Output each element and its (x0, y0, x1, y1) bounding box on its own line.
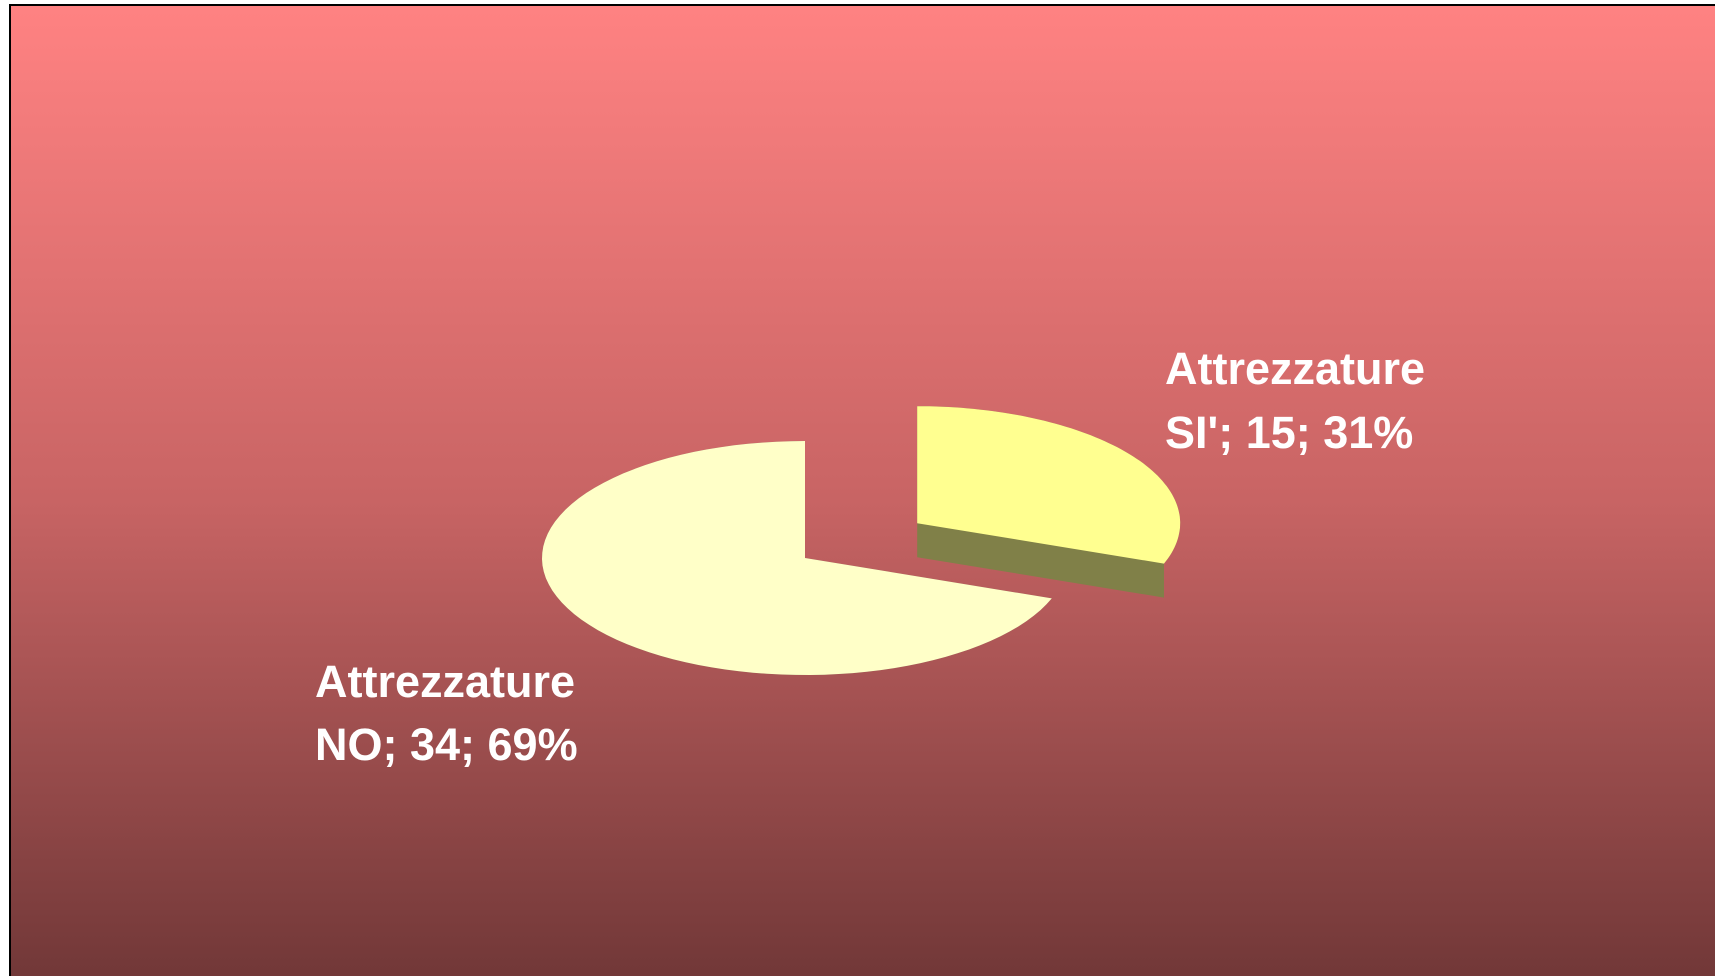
data-label: NO; 34; 69% (315, 719, 578, 770)
data-label: SI'; 15; 31% (1165, 407, 1413, 458)
slice-top (542, 441, 1052, 675)
data-label: Attrezzature (1165, 343, 1425, 394)
data-label: Attrezzature (315, 656, 575, 707)
chart-area (9, 4, 1715, 976)
slice-top (917, 406, 1181, 564)
